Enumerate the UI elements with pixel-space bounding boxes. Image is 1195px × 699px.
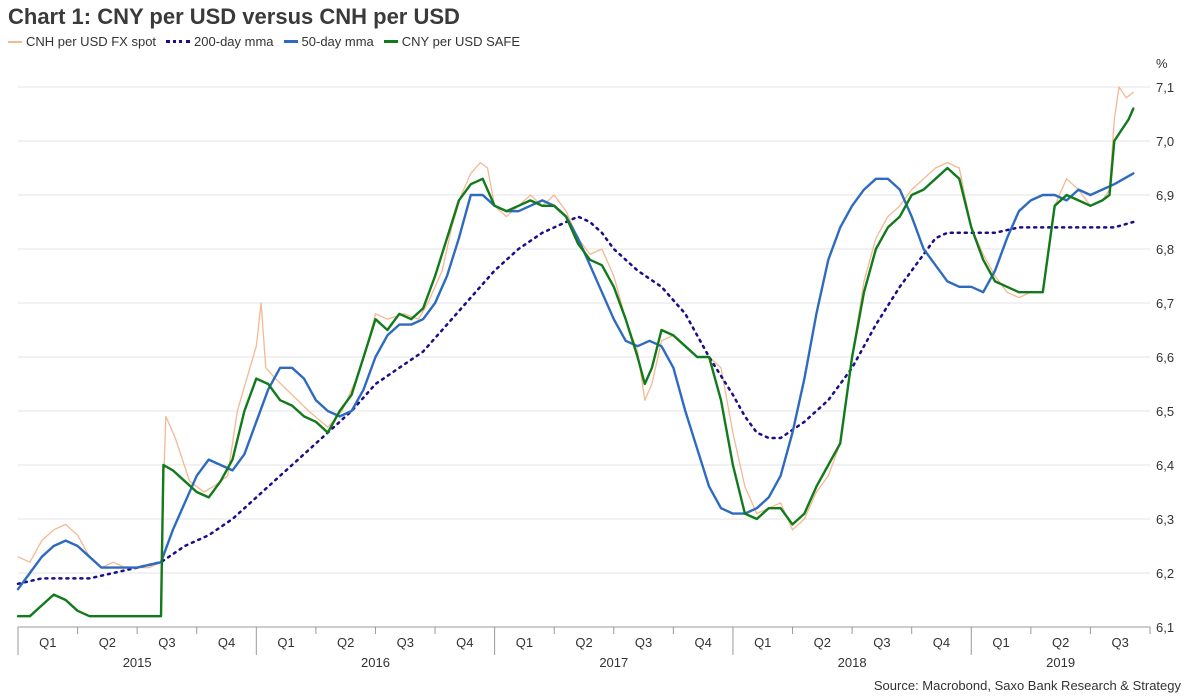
source-note: Source: Macrobond, Saxo Bank Research & … xyxy=(873,678,1181,693)
y-tick-label: 6,7 xyxy=(1156,296,1174,311)
quarter-label: Q4 xyxy=(933,635,950,650)
y-tick-label: 6,3 xyxy=(1156,512,1174,527)
chart-legend: CNH per USD FX spot 200-day mma 50-day m… xyxy=(8,34,530,49)
y-tick-label: 6,5 xyxy=(1156,404,1174,419)
y-unit-label: % xyxy=(1156,56,1168,71)
quarter-label: Q2 xyxy=(99,635,116,650)
quarter-label: Q1 xyxy=(992,635,1009,650)
legend-item-200day: 200-day mma xyxy=(166,34,274,49)
legend-label-cny: CNY per USD SAFE xyxy=(401,34,521,49)
legend-item-cnh: CNH per USD FX spot xyxy=(8,34,156,49)
y-tick-label: 6,9 xyxy=(1156,188,1174,203)
quarter-label: Q2 xyxy=(1052,635,1069,650)
legend-swatch-200day xyxy=(166,40,191,43)
quarter-label: Q2 xyxy=(814,635,831,650)
quarter-label: Q3 xyxy=(1112,635,1129,650)
y-tick-label: 7,0 xyxy=(1156,134,1174,149)
y-tick-label: 6,8 xyxy=(1156,242,1174,257)
legend-swatch-cnh xyxy=(8,40,22,43)
legend-label-200day: 200-day mma xyxy=(194,34,274,49)
quarter-label: Q1 xyxy=(754,635,771,650)
quarter-label: Q1 xyxy=(277,635,294,650)
legend-item-50day: 50-day mma xyxy=(283,34,374,49)
quarter-label: Q3 xyxy=(873,635,890,650)
quarter-label: Q3 xyxy=(158,635,175,650)
quarter-label: Q2 xyxy=(337,635,354,650)
legend-item-cny: CNY per USD SAFE xyxy=(383,34,521,49)
year-label: 2017 xyxy=(599,655,628,670)
quarter-label: Q1 xyxy=(516,635,533,650)
series-line-cny-safe xyxy=(16,107,1135,618)
quarter-label: Q1 xyxy=(39,635,56,650)
series-line-cnh-spot xyxy=(17,86,1134,569)
quarter-label: Q2 xyxy=(575,635,592,650)
year-label: 2016 xyxy=(361,655,390,670)
quarter-label: Q4 xyxy=(456,635,473,650)
y-tick-label: 6,4 xyxy=(1156,458,1174,473)
legend-swatch-cny xyxy=(383,40,398,43)
axes xyxy=(17,626,1151,655)
quarter-label: Q3 xyxy=(397,635,414,650)
year-label: 2019 xyxy=(1046,655,1075,670)
y-tick-label: 6,1 xyxy=(1156,620,1174,635)
y-tick-label: 6,6 xyxy=(1156,350,1174,365)
year-label: 2018 xyxy=(838,655,867,670)
legend-label-50day: 50-day mma xyxy=(301,34,374,49)
year-label: 2015 xyxy=(123,655,152,670)
y-tick-label: 6,2 xyxy=(1156,566,1174,581)
legend-label-cnh: CNH per USD FX spot xyxy=(26,34,157,49)
quarter-label: Q4 xyxy=(218,635,235,650)
quarter-label: Q4 xyxy=(694,635,711,650)
quarter-label: Q3 xyxy=(635,635,652,650)
legend-swatch-50day xyxy=(283,40,298,43)
chart-title: Chart 1: CNY per USD versus CNH per USD xyxy=(8,4,460,29)
series-layer xyxy=(16,86,1135,618)
tick-labels: 6,1 6,2 6,3 6,4 6,5 6,6 6,7 6,8 6,9 7,0 7,1% Q1 Q2 Q3… xyxy=(39,56,1174,670)
y-tick-label: 7,1 xyxy=(1156,80,1174,95)
series-line-200day-mma xyxy=(16,215,1135,586)
